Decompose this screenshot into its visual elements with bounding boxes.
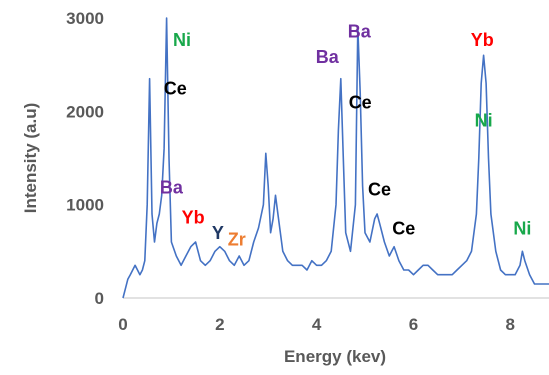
peak-label: Ce [164, 79, 187, 99]
x-tick-label: 8 [506, 315, 515, 334]
x-tick-label: 2 [215, 315, 224, 334]
x-tick-label: 4 [312, 315, 322, 334]
y-tick-label: 2000 [66, 102, 104, 121]
y-axis-title: Intensity (a.u) [21, 103, 40, 214]
peak-label: Ce [349, 93, 372, 113]
peak-label: Yb [182, 207, 205, 227]
peak-label: Zr [228, 230, 246, 250]
x-axis-title: Energy (kev) [284, 347, 386, 366]
y-tick-label: 3000 [66, 9, 104, 28]
peak-label: Ni [173, 30, 191, 50]
x-tick-labels: 0 2 4 6 8 [118, 315, 515, 334]
y-tick-label: 1000 [66, 196, 104, 215]
peak-label: Yb [471, 30, 494, 50]
y-tick-label: 0 [95, 289, 104, 308]
peak-label: Ni [513, 219, 531, 239]
peak-label: Ba [160, 177, 184, 197]
x-tick-label: 0 [118, 315, 127, 334]
peak-label: Ba [316, 47, 340, 67]
peak-label: Ni [475, 110, 493, 130]
peak-label: Ce [392, 219, 415, 239]
peak-label: Y [212, 223, 224, 243]
x-tick-label: 6 [409, 315, 418, 334]
y-tick-labels: 0 1000 2000 3000 [66, 9, 104, 308]
spectrum-line [122, 17, 549, 299]
peak-label: Ba [348, 22, 372, 42]
peak-label: Ce [368, 179, 391, 199]
